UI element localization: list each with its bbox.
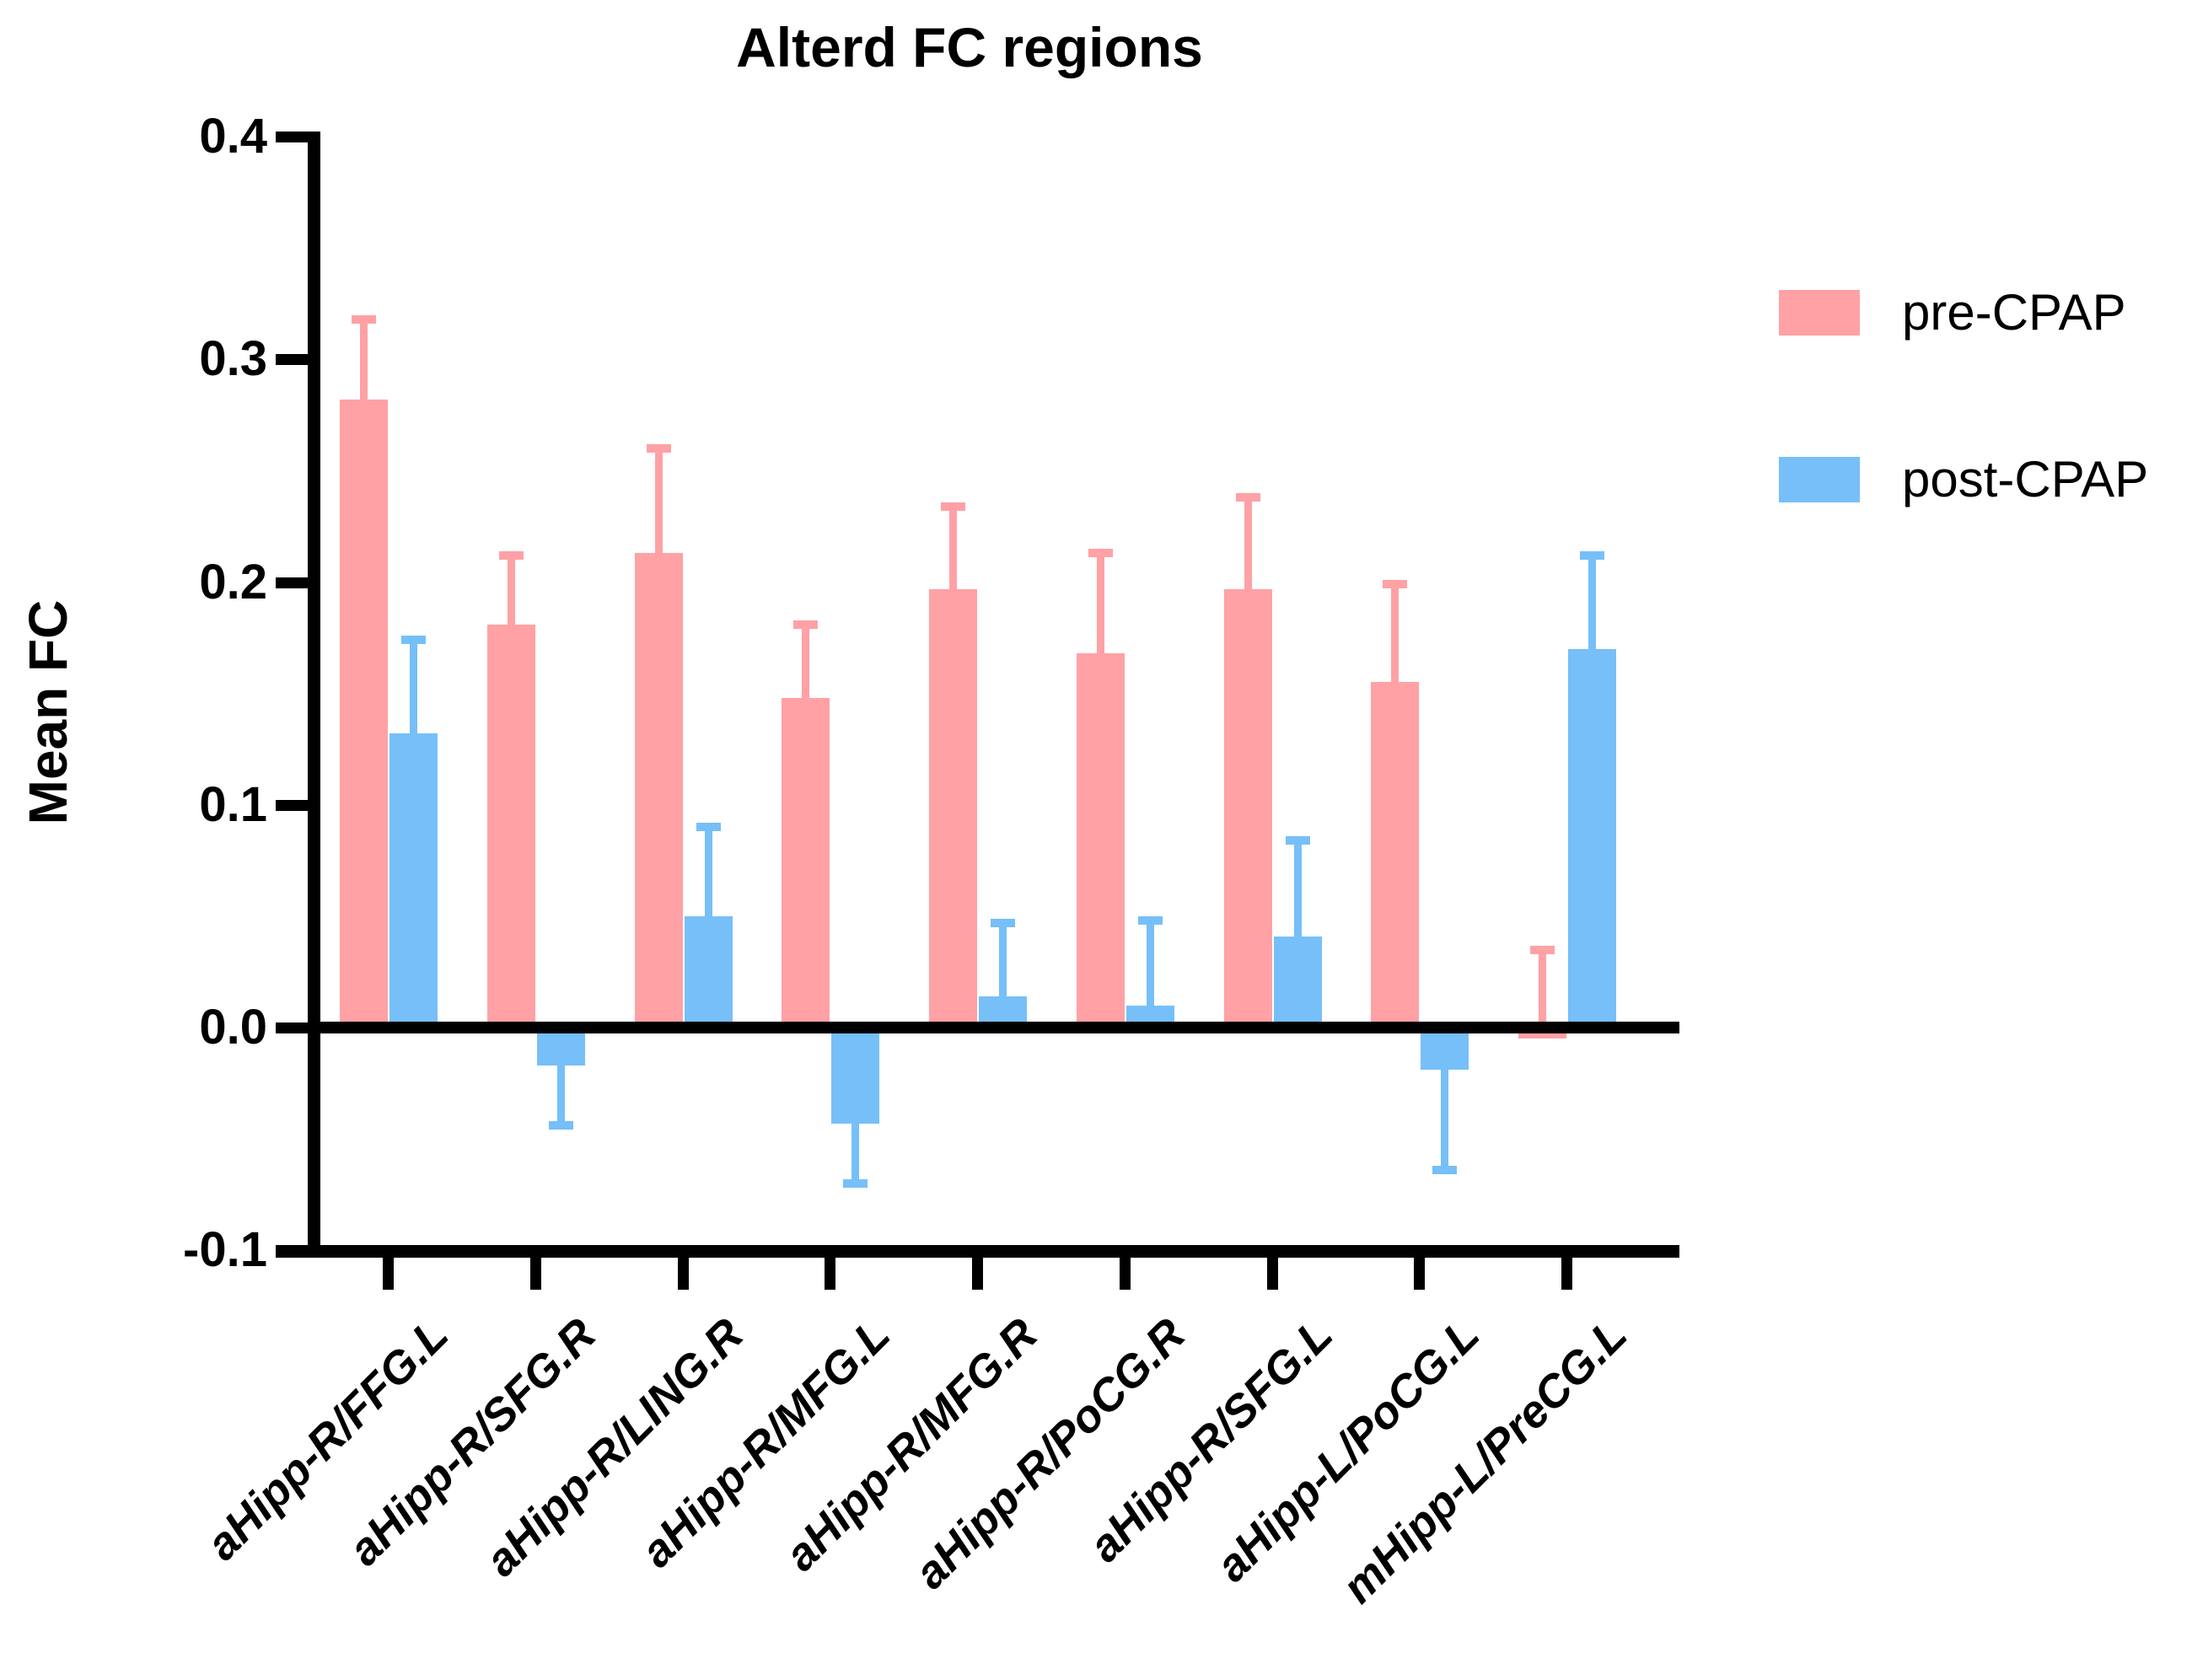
- error-line-pre-CPAP-0: [360, 319, 368, 400]
- x-tick: [1414, 1258, 1426, 1290]
- error-cap-post-CPAP-8: [1580, 550, 1604, 560]
- error-cap-pre-CPAP-7: [1383, 580, 1408, 589]
- y-tick-label: 0.1: [199, 776, 267, 832]
- error-cap-post-CPAP-4: [991, 918, 1015, 927]
- y-tick-label: -0.1: [183, 1222, 267, 1278]
- bar-pre-CPAP-6: [1223, 588, 1272, 1028]
- bar-post-CPAP-6: [1273, 936, 1322, 1028]
- error-line-pre-CPAP-3: [802, 624, 810, 698]
- x-category-label-1: aHipp-R/SFG.R: [338, 1308, 605, 1575]
- error-cap-post-CPAP-6: [1285, 836, 1310, 845]
- bar-post-CPAP-7: [1421, 1028, 1469, 1071]
- error-line-pre-CPAP-8: [1539, 949, 1546, 1039]
- x-category-label-5: aHipp-R/PoCG.R: [905, 1308, 1195, 1599]
- error-line-post-CPAP-0: [410, 640, 417, 734]
- x-tick: [972, 1258, 983, 1290]
- error-line-post-CPAP-1: [556, 1065, 565, 1126]
- x-tick: [1119, 1258, 1131, 1290]
- zero-baseline: [308, 1022, 1679, 1033]
- error-cap-pre-CPAP-0: [352, 314, 376, 324]
- x-tick: [1561, 1258, 1572, 1290]
- legend-label-post: post-CPAP: [1902, 451, 2149, 507]
- legend-item-pre: pre-CPAP: [1779, 283, 2126, 341]
- error-line-pre-CPAP-1: [507, 555, 515, 625]
- error-line-post-CPAP-5: [1146, 921, 1154, 1006]
- error-cap-post-CPAP-7: [1432, 1166, 1458, 1175]
- error-line-post-CPAP-8: [1588, 555, 1596, 649]
- bar-pre-CPAP-5: [1076, 653, 1125, 1028]
- x-tick: [529, 1258, 541, 1290]
- bar-post-CPAP-8: [1568, 648, 1616, 1028]
- bar-post-CPAP-2: [684, 915, 733, 1028]
- error-line-post-CPAP-3: [852, 1123, 860, 1184]
- y-tick: [276, 577, 308, 588]
- error-cap-pre-CPAP-6: [1235, 493, 1260, 502]
- error-cap-post-CPAP-5: [1137, 916, 1163, 926]
- y-tick: [276, 354, 308, 366]
- bar-post-CPAP-1: [536, 1028, 585, 1065]
- y-tick-label: 0.0: [199, 1000, 267, 1055]
- legend-item-post: post-CPAP: [1779, 450, 2148, 508]
- error-line-post-CPAP-2: [704, 827, 712, 916]
- y-tick: [276, 1022, 308, 1033]
- x-category-label-7: aHipp-L/PoCG.L: [1206, 1308, 1490, 1591]
- bar-post-CPAP-0: [389, 733, 438, 1028]
- bar-pre-CPAP-7: [1371, 682, 1420, 1028]
- error-cap-post-CPAP-2: [696, 823, 721, 832]
- x-tick: [677, 1258, 689, 1290]
- legend-swatch-pre: [1779, 289, 1860, 335]
- error-line-pre-CPAP-6: [1244, 497, 1252, 589]
- error-line-post-CPAP-4: [999, 922, 1007, 996]
- error-line-post-CPAP-7: [1441, 1070, 1449, 1171]
- y-tick: [276, 132, 308, 143]
- y-tick: [276, 799, 308, 811]
- x-category-label-4: aHipp-R/MFG.R: [775, 1308, 1048, 1581]
- error-cap-pre-CPAP-8: [1530, 945, 1555, 954]
- error-cap-pre-CPAP-2: [646, 444, 671, 454]
- error-cap-pre-CPAP-4: [941, 502, 965, 511]
- bar-pre-CPAP-4: [929, 588, 977, 1028]
- x-tick: [1266, 1258, 1278, 1290]
- bar-pre-CPAP-0: [340, 399, 388, 1028]
- legend-label-pre: pre-CPAP: [1902, 284, 2126, 341]
- chart-title: Alterd FC regions: [736, 16, 1203, 78]
- error-line-pre-CPAP-7: [1391, 584, 1399, 683]
- x-tick: [383, 1258, 394, 1290]
- error-line-pre-CPAP-4: [949, 506, 957, 589]
- error-cap-pre-CPAP-5: [1088, 549, 1113, 558]
- x-category-label-8: mHipp-L/PreCG.L: [1332, 1308, 1637, 1613]
- error-cap-post-CPAP-0: [401, 636, 426, 645]
- bar-pre-CPAP-1: [486, 624, 535, 1028]
- y-axis-line: [308, 132, 320, 1258]
- x-category-label-3: aHipp-R/MFG.L: [631, 1308, 900, 1577]
- error-cap-pre-CPAP-1: [498, 550, 524, 560]
- error-cap-pre-CPAP-3: [793, 620, 819, 629]
- error-line-pre-CPAP-5: [1096, 553, 1104, 654]
- y-tick-label: 0.4: [199, 109, 267, 164]
- y-tick-label: 0.2: [199, 554, 267, 609]
- error-line-pre-CPAP-2: [654, 448, 663, 554]
- x-tick: [825, 1258, 836, 1290]
- legend-swatch-post: [1779, 456, 1860, 502]
- error-cap-post-CPAP-1: [548, 1121, 573, 1130]
- y-tick-label: 0.3: [199, 331, 267, 387]
- x-axis-line: [276, 1245, 1679, 1258]
- bar-post-CPAP-3: [831, 1028, 880, 1124]
- error-line-post-CPAP-6: [1293, 840, 1302, 937]
- bar-pre-CPAP-3: [782, 697, 830, 1028]
- error-cap-post-CPAP-3: [843, 1178, 868, 1188]
- bar-pre-CPAP-2: [634, 553, 683, 1028]
- x-category-label-2: aHipp-R/LING.R: [475, 1308, 753, 1586]
